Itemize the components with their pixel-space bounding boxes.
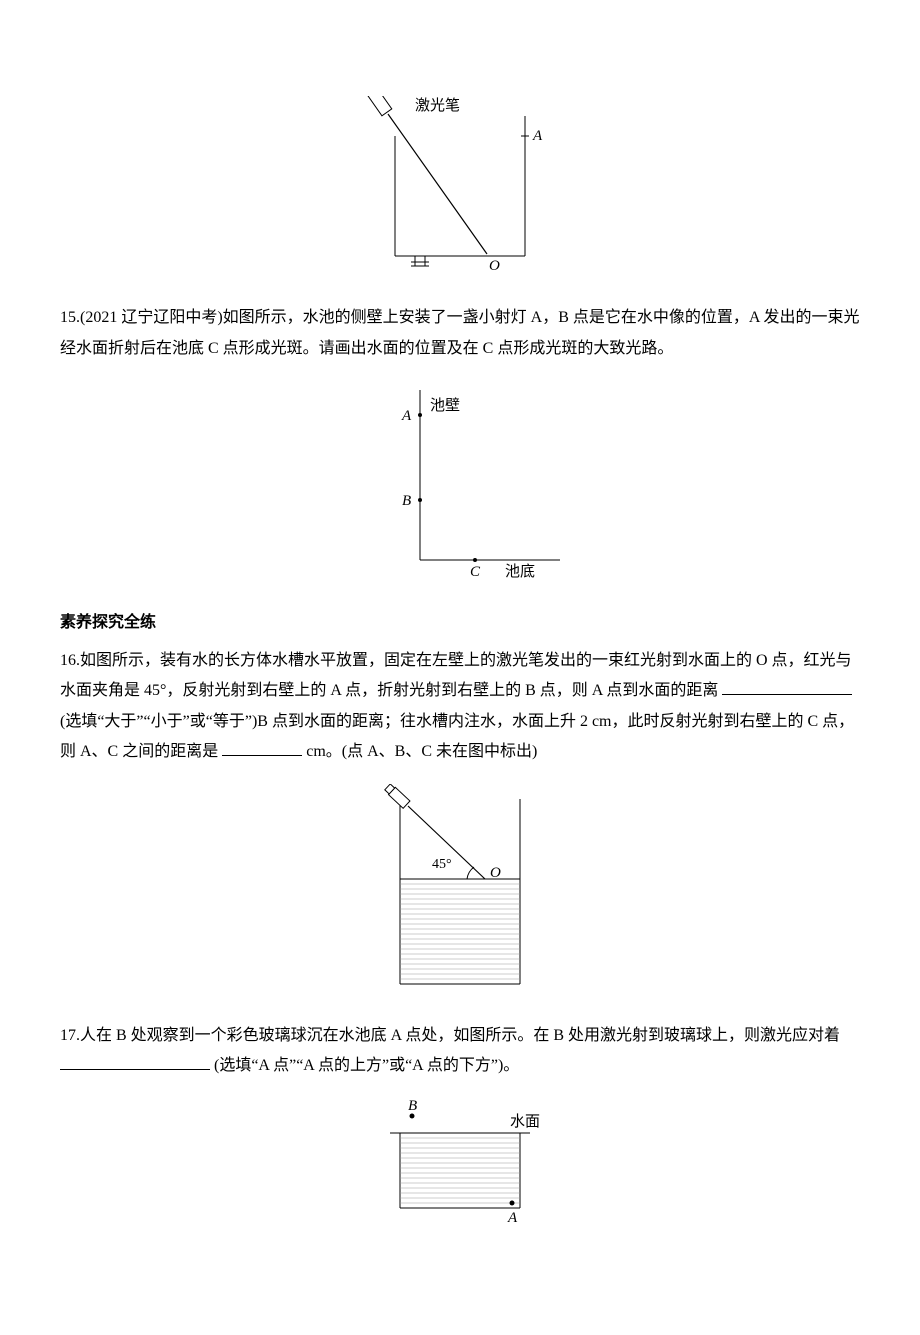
figure-laser-tank: A 激光笔 O [60, 96, 860, 287]
q17-a: 17.人在 B 处观察到一个彩色玻璃球沉在水池底 A 点处，如图所示。在 B 处… [60, 1027, 840, 1044]
label-wall: 池壁 [430, 397, 460, 414]
q16-c: cm。(点 A、B、C 未在图中标出) [306, 743, 537, 760]
label-laser: 激光笔 [415, 97, 460, 114]
q16-blank2[interactable] [222, 739, 302, 756]
label-B4: B [408, 1098, 417, 1114]
q17-blank[interactable] [60, 1053, 210, 1070]
section-heading: 素养探究全练 [60, 608, 860, 638]
figure-b-a-pool: 水面 B A [60, 1098, 860, 1239]
q15-text: 15.(2021 辽宁辽阳中考)如图所示，水池的侧壁上安装了一盏小射灯 A，B … [60, 303, 860, 364]
label-bottom: 池底 [505, 563, 535, 580]
label-A: A [532, 128, 543, 144]
figure-pool-wall: A 池壁 B C 池底 [60, 380, 860, 591]
label-A2: A [401, 408, 412, 424]
label-45: 45° [432, 857, 452, 872]
q15-body: 15.(2021 辽宁辽阳中考)如图所示，水池的侧壁上安装了一盏小射灯 A，B … [60, 309, 860, 356]
label-O3: O [490, 865, 501, 881]
label-C2: C [470, 564, 481, 580]
label-A4: A [507, 1210, 518, 1226]
q16-text: 16.如图所示，装有水的长方体水槽水平放置，固定在左壁上的激光笔发出的一束红光射… [60, 646, 860, 768]
label-O: O [489, 258, 500, 274]
q17-b: (选填“A 点”“A 点的上方”或“A 点的下方”)。 [214, 1057, 519, 1074]
figure-45-tank: 45° O [60, 784, 860, 1005]
label-B2: B [402, 493, 411, 509]
q16-blank1[interactable] [722, 678, 852, 695]
label-surface: 水面 [510, 1113, 540, 1130]
q17-text: 17.人在 B 处观察到一个彩色玻璃球沉在水池底 A 点处，如图所示。在 B 处… [60, 1021, 860, 1082]
